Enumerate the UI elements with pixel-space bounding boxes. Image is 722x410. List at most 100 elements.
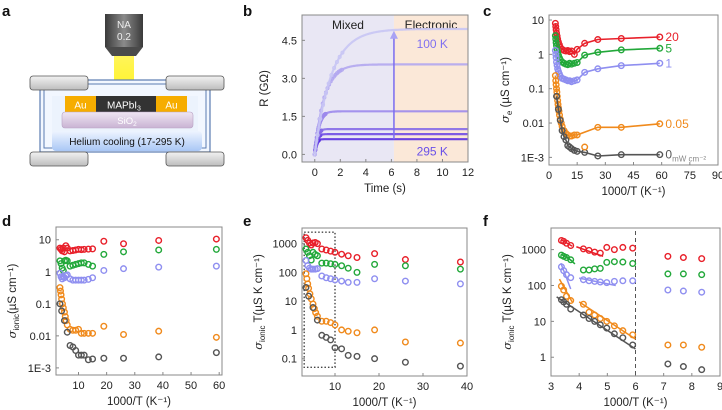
data-point: [664, 270, 672, 278]
data-point: [304, 280, 312, 288]
data-point: [617, 151, 625, 159]
x-tick-label: 4: [576, 381, 582, 393]
y-tick-label: 0.1: [529, 84, 544, 96]
helium-cooling-label: Helium cooling (17-295 K): [69, 137, 185, 148]
data-point: [552, 81, 560, 89]
panel-label-d: d: [2, 213, 11, 230]
resistance-curve: [313, 133, 468, 155]
data-point: [581, 39, 589, 47]
data-point: [77, 259, 85, 267]
resistance-curve: [313, 110, 468, 155]
clamp-top-right: [165, 75, 225, 91]
data-point: [579, 300, 587, 308]
data-point: [155, 327, 163, 335]
au-left-electrode: [65, 96, 96, 112]
data-point: [155, 236, 163, 244]
data-point: [553, 92, 561, 100]
data-point: [617, 123, 625, 131]
y-tick-label: 1E-3: [28, 363, 51, 375]
data-point: [585, 315, 593, 323]
data-point: [353, 278, 361, 286]
data-point: [552, 54, 560, 62]
data-point: [656, 44, 664, 52]
data-point: [327, 336, 335, 344]
data-point: [155, 353, 163, 361]
x-tick-label: 7: [661, 381, 667, 393]
data-point: [313, 316, 321, 324]
data-point: [698, 271, 706, 279]
data-point: [558, 127, 566, 135]
data-point: [340, 50, 345, 55]
data-point: [326, 81, 331, 86]
data-point: [331, 321, 339, 329]
data-point: [619, 243, 627, 251]
x-tick-label: 60: [213, 380, 225, 392]
au-right-electrode: [156, 96, 187, 112]
data-point: [551, 46, 559, 54]
data-point: [323, 111, 328, 116]
y-axis-label: σionic T(µS K cm⁻¹): [500, 254, 516, 350]
data-point: [338, 262, 346, 270]
data-point: [155, 246, 163, 254]
data-point: [698, 343, 706, 351]
panel-label-a: a: [2, 3, 11, 20]
data-point: [551, 19, 559, 27]
data-point: [619, 327, 627, 335]
data-point: [322, 246, 330, 254]
data-point: [401, 277, 409, 285]
region-label-mixed: Mixed: [332, 18, 364, 32]
data-point: [100, 250, 108, 258]
data-point: [327, 260, 335, 268]
data-point: [337, 54, 342, 59]
data-point: [318, 259, 326, 267]
data-point: [80, 351, 88, 359]
x-tick-label: 20: [101, 380, 113, 392]
data-point: [553, 88, 561, 96]
data-point: [617, 46, 625, 54]
y-tick-label: 1.5: [282, 111, 297, 123]
data-point: [77, 329, 85, 337]
data-point: [619, 277, 627, 285]
data-point: [562, 300, 570, 308]
data-point: [309, 304, 317, 312]
region-electronic: [393, 15, 468, 162]
data-point: [629, 259, 637, 267]
data-point: [120, 240, 128, 248]
data-point: [456, 362, 464, 370]
data-point: [322, 317, 330, 325]
data-point: [656, 151, 664, 159]
x-axis-label: 1000/T (K⁻¹): [601, 186, 665, 198]
panel-label-b: b: [243, 3, 252, 20]
x-tick-label: 15: [571, 170, 583, 182]
data-point: [89, 262, 97, 270]
data-point: [57, 287, 65, 295]
series-label-0-05: 0.05: [665, 117, 689, 131]
data-point: [664, 341, 672, 349]
resistance-curve: [313, 128, 468, 155]
data-point: [89, 274, 97, 282]
data-point: [553, 85, 561, 93]
data-point: [318, 245, 326, 253]
data-point: [594, 65, 602, 73]
y-tick-label: 1: [540, 352, 546, 364]
x-axis-label: 1000/T (K⁻¹): [107, 396, 171, 408]
data-point: [371, 260, 379, 268]
fit-segment: [556, 296, 636, 350]
data-point: [664, 252, 672, 260]
data-point: [120, 331, 128, 339]
data-point: [679, 254, 687, 262]
data-point: [80, 276, 88, 284]
data-point: [56, 284, 64, 292]
data-point: [332, 66, 337, 71]
resistance-curve: [313, 27, 468, 155]
data-point: [344, 278, 352, 286]
data-point: [679, 287, 687, 295]
y-tick-label: 10: [532, 15, 544, 27]
data-point: [594, 48, 602, 56]
data-point: [310, 305, 318, 313]
x-tick-label: 40: [157, 380, 169, 392]
data-point: [679, 363, 687, 371]
y-tick-label: 0.1: [282, 354, 297, 366]
data-point: [120, 265, 128, 273]
data-point: [58, 300, 66, 308]
